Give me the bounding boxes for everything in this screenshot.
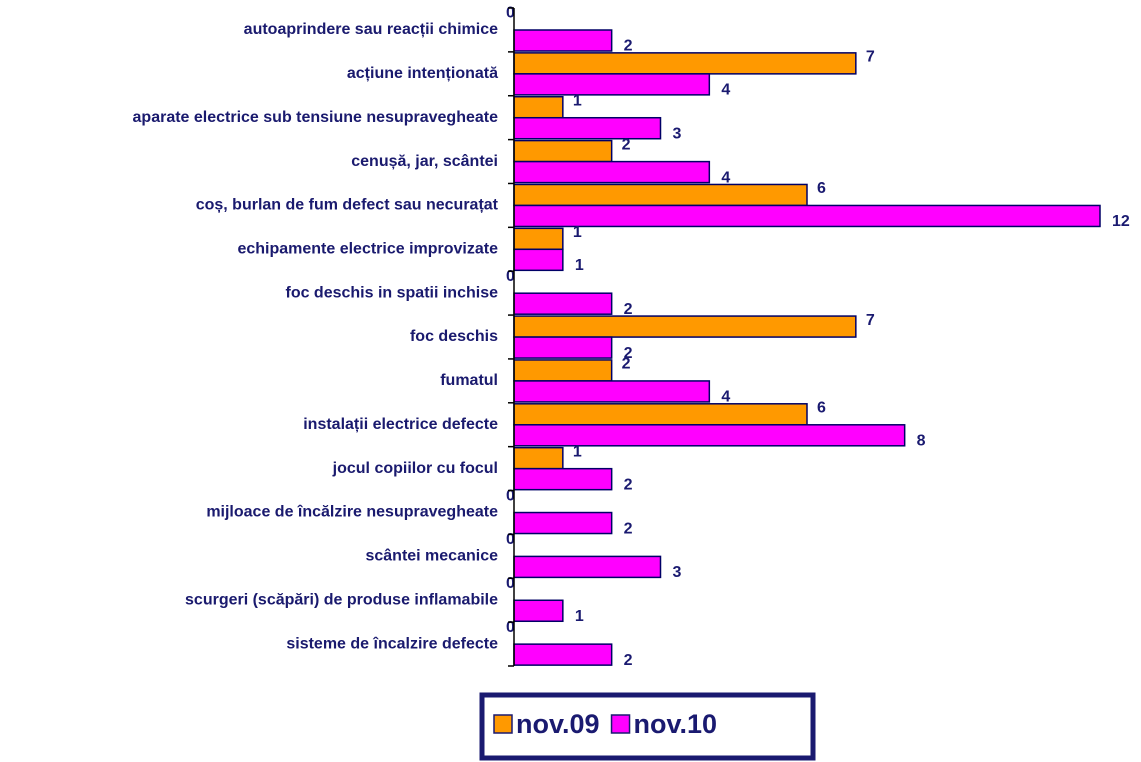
value-label: 3: [673, 125, 682, 142]
category-label: mijloace de încălzire nesupravegheate: [206, 504, 498, 521]
bar: [513, 380, 711, 403]
value-label: 1: [575, 608, 584, 625]
category-label: scurgeri (scăpări) de produse inflamabil…: [185, 591, 498, 608]
value-label: 0: [506, 619, 515, 636]
bar: [513, 248, 564, 272]
value-label: 7: [866, 312, 875, 329]
value-label: 2: [622, 136, 631, 153]
value-label: 4: [721, 169, 730, 186]
value-label: 2: [624, 520, 633, 537]
value-label: 0: [506, 531, 515, 548]
bar: [513, 227, 564, 251]
bar: [513, 555, 662, 579]
category-label: foc deschis in spatii inchise: [285, 284, 498, 301]
bar: [513, 315, 857, 338]
category-label: autoaprindere sau reacții chimice: [244, 21, 498, 38]
bar: [513, 95, 564, 119]
bar: [513, 467, 613, 491]
value-label: 6: [817, 180, 826, 197]
value-label: 2: [624, 476, 633, 493]
category-label: acțiune intenționată: [347, 65, 498, 82]
bar: [513, 446, 564, 470]
category-label: coș, burlan de fum defect sau necurațat: [196, 197, 499, 214]
category-label: sisteme de încalzire defecte: [286, 635, 498, 652]
value-label: 4: [721, 82, 730, 99]
bar: [513, 52, 857, 75]
category-label: fumatul: [440, 372, 498, 389]
value-label: 1: [573, 224, 582, 241]
bar: [513, 116, 662, 140]
category-label: instalații electrice defecte: [303, 416, 498, 433]
bar: [513, 160, 711, 184]
category-label: echipamente electrice improvizate: [237, 240, 498, 257]
bar: [513, 643, 613, 666]
value-label: 2: [624, 38, 633, 55]
value-label: 12: [1112, 213, 1130, 230]
value-label: 0: [506, 268, 515, 285]
bar: [513, 183, 808, 207]
value-label: 7: [866, 49, 875, 66]
category-label: aparate electrice sub tensiune nesuprave…: [133, 109, 499, 126]
value-label: 3: [673, 564, 682, 581]
value-label: 1: [573, 92, 582, 109]
category-label: jocul copiilor cu focul: [332, 460, 498, 477]
legend-swatch: [493, 714, 513, 734]
legend-box: [479, 692, 816, 761]
legend-label: nov.09: [516, 709, 600, 739]
bar: [513, 511, 613, 535]
value-label: 0: [506, 5, 515, 22]
bar: [513, 139, 613, 163]
bar: [513, 336, 613, 359]
value-label: 4: [721, 389, 730, 406]
value-label: 2: [624, 652, 633, 669]
legend-label: nov.10: [634, 709, 718, 739]
value-label: 0: [506, 487, 515, 504]
legend-swatch: [610, 714, 631, 734]
value-label: 6: [817, 400, 826, 417]
category-label: scântei mecanice: [365, 548, 498, 565]
value-label: 2: [624, 345, 633, 362]
bar: [513, 599, 564, 623]
value-label: 0: [506, 575, 515, 592]
bar: [513, 292, 613, 315]
value-label: 8: [917, 433, 926, 450]
bar: [513, 359, 613, 382]
value-label: 1: [575, 257, 584, 274]
bar: [513, 403, 808, 426]
bar: [513, 73, 711, 96]
category-label: foc deschis: [410, 328, 498, 345]
value-label: 2: [622, 356, 631, 373]
category-label: cenușă, jar, scântei: [351, 153, 498, 170]
bar: [513, 29, 613, 52]
value-label: 1: [573, 443, 582, 460]
value-label: 2: [624, 301, 633, 318]
bar: [513, 204, 1101, 228]
